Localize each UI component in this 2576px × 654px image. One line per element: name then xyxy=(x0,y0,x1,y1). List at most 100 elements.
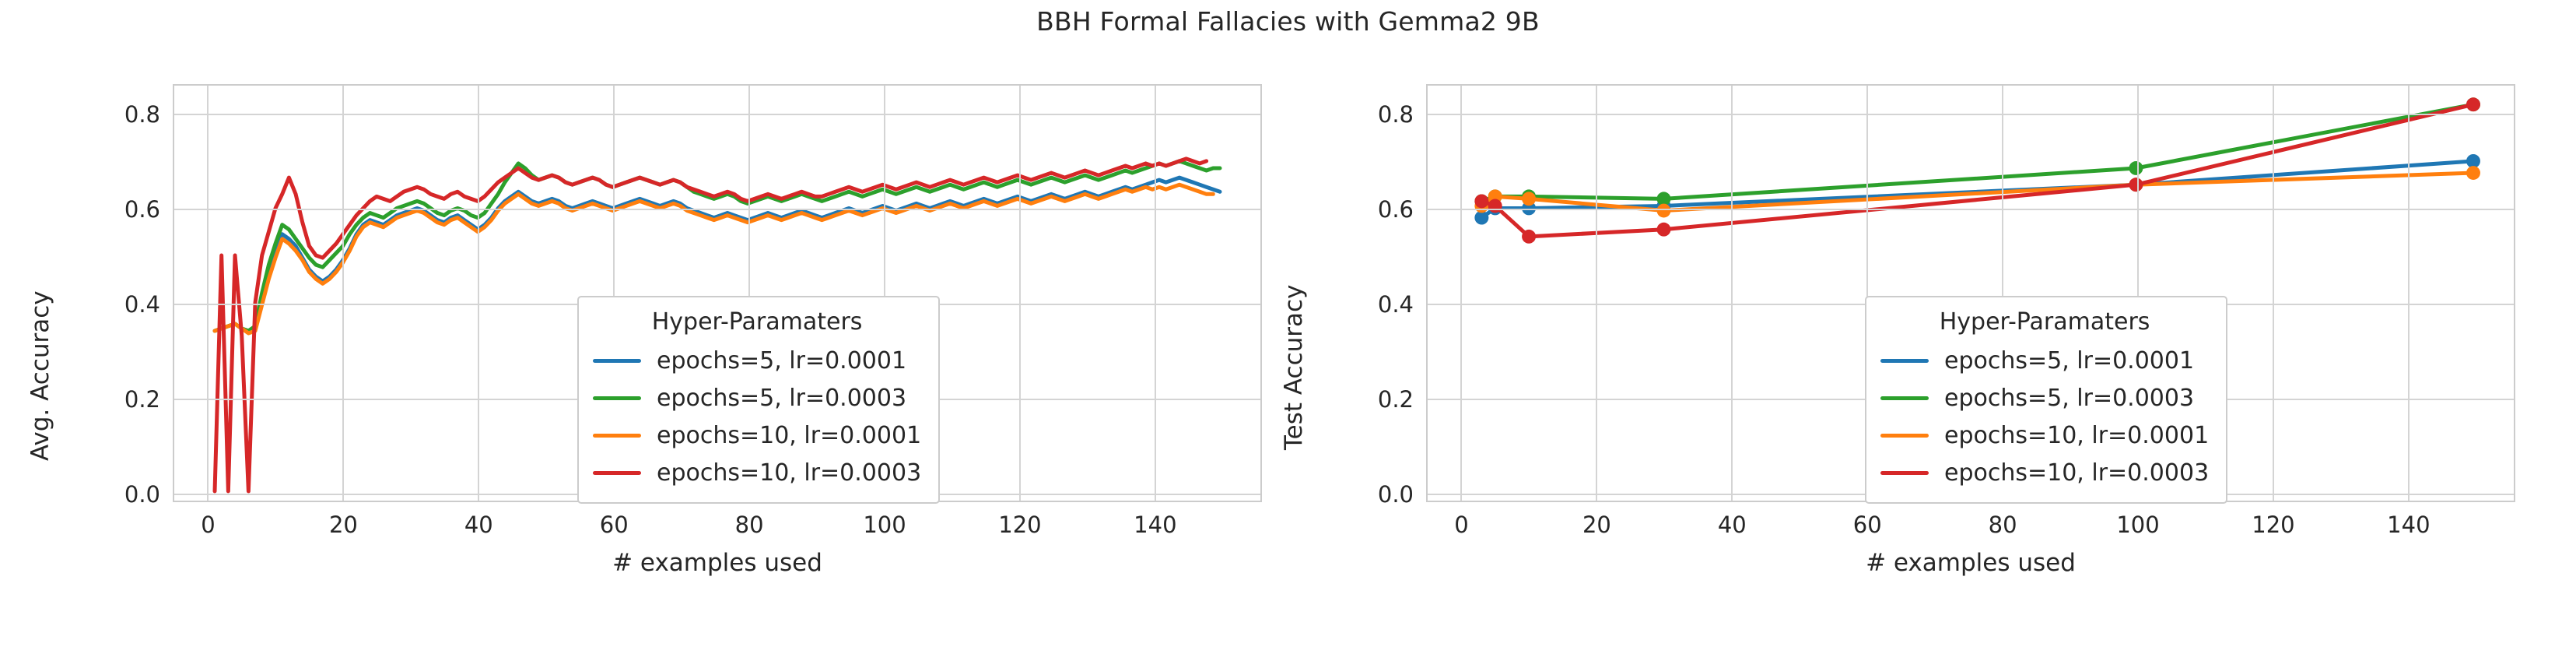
data-point-marker xyxy=(2466,166,2480,180)
chart-panel-right: # examples used 0 20 40 60 80 100 120 140 0.0 0.2… xyxy=(1280,84,2576,577)
legend-color-swatch xyxy=(593,470,641,475)
data-point-marker xyxy=(2129,178,2143,192)
grid-line-vertical xyxy=(478,86,480,501)
figure-title: BBH Formal Fallacies with Gemma2 9B xyxy=(1036,6,1540,37)
y-axis-label-right: Test Accuracy xyxy=(1280,284,1308,450)
series-line xyxy=(215,159,1207,491)
data-point-marker xyxy=(1474,194,1489,209)
data-point-marker xyxy=(1656,222,1671,237)
x-tick-label: 100 xyxy=(863,512,906,538)
legend-item-label: epochs=10, lr=0.0003 xyxy=(1944,459,2210,487)
y-tick-label: 0.2 xyxy=(124,385,160,413)
grid-line-vertical xyxy=(342,86,345,501)
legend-item[interactable]: epochs=10, lr=0.0003 xyxy=(1880,454,2209,491)
x-tick-label: 120 xyxy=(998,512,1042,538)
data-point-marker xyxy=(2466,97,2480,112)
grid-line-vertical xyxy=(207,86,209,501)
grid-line-horizontal xyxy=(174,208,1260,210)
x-tick-label: 40 xyxy=(464,512,493,538)
legend-right: Hyper-Paramaters epochs=5, lr=0.0001 epo… xyxy=(1865,296,2228,504)
data-point-marker xyxy=(1522,229,1537,244)
y-tick-label: 0.8 xyxy=(124,100,160,128)
x-axis-label-right: # examples used xyxy=(1866,549,2076,577)
grid-line-vertical xyxy=(884,86,886,501)
legend-item-label: epochs=5, lr=0.0003 xyxy=(657,384,907,412)
legend-color-swatch xyxy=(593,433,641,438)
legend-item[interactable]: epochs=10, lr=0.0003 xyxy=(593,454,921,491)
legend-item[interactable]: epochs=5, lr=0.0003 xyxy=(1880,379,2209,417)
grid-line-vertical xyxy=(1731,86,1733,501)
data-point-marker xyxy=(1656,203,1671,218)
legend-color-swatch xyxy=(1880,470,1929,475)
legend-title: Hyper-Paramaters xyxy=(1939,308,2150,336)
legend-left: Hyper-Paramaters epochs=5, lr=0.0001 epo… xyxy=(577,296,941,504)
grid-line-vertical xyxy=(2407,86,2410,501)
data-point-marker xyxy=(1656,192,1671,206)
x-tick-label: 140 xyxy=(1134,512,1177,538)
y-tick-label: 0.6 xyxy=(1377,195,1414,223)
legend-color-swatch xyxy=(593,358,641,363)
x-tick-label: 60 xyxy=(599,512,629,538)
x-tick-label: 140 xyxy=(2387,512,2431,538)
series-line xyxy=(215,178,1220,331)
grid-line-vertical xyxy=(1866,86,1869,501)
y-tick-label: 0.8 xyxy=(1377,100,1414,128)
series-line xyxy=(215,185,1213,333)
y-tick-label: 0.0 xyxy=(124,480,160,508)
data-point-marker xyxy=(2129,161,2143,175)
legend-item-label: epochs=10, lr=0.0003 xyxy=(657,459,922,487)
legend-item-label: epochs=5, lr=0.0001 xyxy=(657,346,907,374)
x-axis-label-left: # examples used xyxy=(612,549,822,577)
grid-line-vertical xyxy=(2137,86,2140,501)
legend-item-label: epochs=5, lr=0.0001 xyxy=(1944,346,2195,374)
legend-color-swatch xyxy=(593,396,641,400)
legend-title: Hyper-Paramaters xyxy=(651,308,863,336)
data-point-marker xyxy=(1474,210,1489,225)
data-point-marker xyxy=(1488,199,1502,213)
legend-item[interactable]: epochs=5, lr=0.0001 xyxy=(593,342,921,379)
data-point-marker xyxy=(1522,192,1537,206)
y-tick-label: 0.4 xyxy=(1377,290,1414,318)
series-line xyxy=(1481,104,2473,201)
grid-line-horizontal xyxy=(1428,113,2514,115)
grid-line-vertical xyxy=(2272,86,2274,501)
grid-line-vertical xyxy=(1460,86,1463,501)
legend-item-label: epochs=10, lr=0.0001 xyxy=(1944,421,2210,449)
grid-line-vertical xyxy=(1596,86,1598,501)
legend-item[interactable]: epochs=10, lr=0.0001 xyxy=(593,417,921,454)
x-tick-label: 120 xyxy=(2252,512,2295,538)
legend-item-label: epochs=10, lr=0.0001 xyxy=(657,421,922,449)
x-tick-label: 60 xyxy=(1852,512,1882,538)
x-tick-label: 20 xyxy=(328,512,358,538)
legend-color-swatch xyxy=(1880,396,1929,400)
legend-item[interactable]: epochs=10, lr=0.0001 xyxy=(1880,417,2209,454)
legend-color-swatch xyxy=(1880,358,1929,363)
x-tick-label: 0 xyxy=(201,512,216,538)
legend-item-label: epochs=5, lr=0.0003 xyxy=(1944,384,2195,412)
y-tick-label: 0.4 xyxy=(124,290,160,318)
legend-item[interactable]: epochs=5, lr=0.0001 xyxy=(1880,342,2209,379)
grid-line-horizontal xyxy=(174,113,1260,115)
line-plot-left xyxy=(174,86,1260,501)
chart-panel-left: # examples used 0 20 40 60 80 100 120 140 0.0 0.2… xyxy=(0,84,1288,577)
series-line xyxy=(215,161,1220,331)
x-tick-label: 100 xyxy=(2116,512,2160,538)
legend-color-swatch xyxy=(1880,433,1929,438)
legend-item[interactable]: epochs=5, lr=0.0003 xyxy=(593,379,921,417)
x-tick-label: 20 xyxy=(1582,512,1611,538)
plot-area-right: # examples used 0 20 40 60 80 100 120 140 0.0 0.2… xyxy=(1378,84,2515,577)
grid-line-vertical xyxy=(1154,86,1156,501)
y-tick-label: 0.0 xyxy=(1377,480,1414,508)
x-tick-label: 40 xyxy=(1717,512,1747,538)
grid-line-vertical xyxy=(1018,86,1021,501)
x-tick-label: 0 xyxy=(1454,512,1469,538)
y-tick-label: 0.6 xyxy=(124,195,160,223)
grid-line-vertical xyxy=(748,86,751,501)
grid-line-horizontal xyxy=(1428,208,2514,210)
x-tick-label: 80 xyxy=(734,512,764,538)
data-point-marker xyxy=(2466,153,2480,168)
y-tick-label: 0.2 xyxy=(1377,385,1414,413)
grid-line-vertical xyxy=(613,86,615,501)
grid-line-vertical xyxy=(2002,86,2004,501)
